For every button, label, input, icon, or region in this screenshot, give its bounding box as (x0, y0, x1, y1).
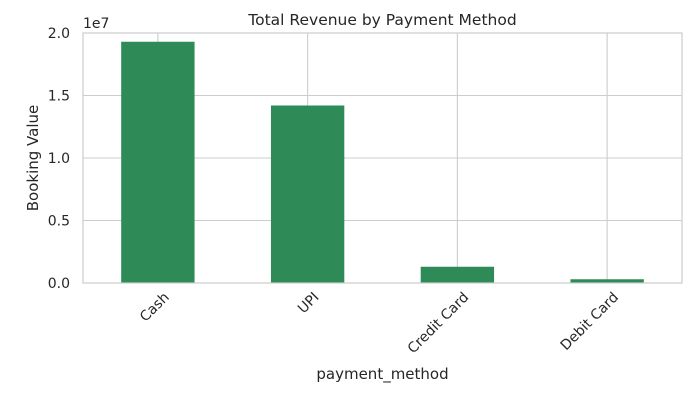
x-tick-label: Credit Card (405, 290, 472, 357)
x-axis-label: payment_method (316, 365, 448, 384)
bar-upi (270, 105, 345, 283)
y-tick-label: 2.0 (48, 26, 70, 42)
y-tick-label: 0.5 (48, 214, 70, 230)
x-tick-label: Debit Card (558, 290, 622, 354)
y-tick-label: 1.0 (48, 151, 70, 167)
x-tick-labels: Cash UPI Credit Card Debit Card (137, 290, 622, 357)
chart-title: Total Revenue by Payment Method (247, 11, 516, 29)
x-tick-label: Cash (137, 290, 173, 326)
bar-credit-card (420, 266, 495, 283)
bar-cash (121, 41, 195, 283)
y-offset-label: 1e7 (83, 16, 109, 32)
bars (121, 41, 644, 283)
y-tick-labels: 0.0 0.5 1.0 1.5 2.0 (48, 26, 70, 292)
plot-frame (82, 32, 683, 284)
bar-debit-card (570, 279, 644, 283)
y-axis-label: Booking Value (24, 105, 42, 212)
y-tick-label: 1.5 (48, 89, 70, 105)
y-tick-label: 0.0 (48, 276, 70, 292)
x-tick-label: UPI (295, 290, 322, 317)
